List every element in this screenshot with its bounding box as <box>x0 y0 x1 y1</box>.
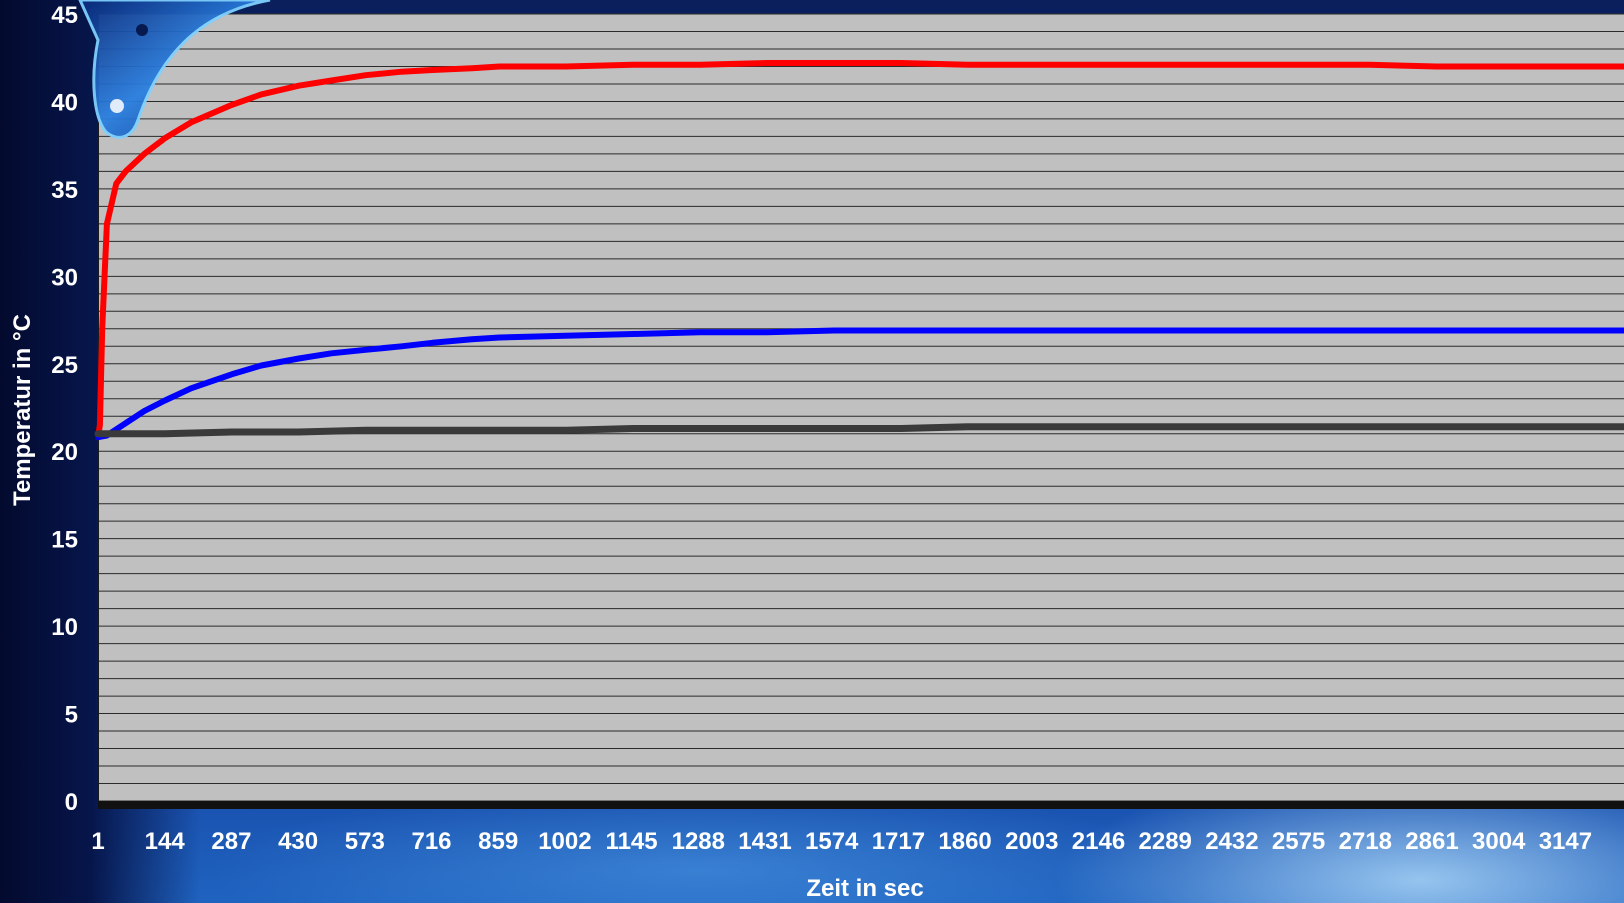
x-tick-label: 1002 <box>538 828 591 855</box>
x-tick-label: 1 <box>91 828 104 855</box>
x-tick-label: 2861 <box>1405 828 1458 855</box>
x-tick-label: 2575 <box>1272 828 1325 855</box>
gridlines <box>97 13 1624 802</box>
y-tick-label: 20 <box>51 439 78 466</box>
x-axis-title: Zeit in sec <box>806 875 923 902</box>
y-tick-label: 0 <box>65 789 78 816</box>
series-lines <box>94 60 1624 441</box>
y-axis-title: Temperatur in °C <box>9 314 36 506</box>
x-tick-label: 430 <box>278 828 318 855</box>
x-tick-label: 3004 <box>1472 828 1526 855</box>
y-tick-label: 5 <box>65 702 78 729</box>
x-tick-label: 2718 <box>1339 828 1392 855</box>
y-axis-tick-labels: 0 5 10 15 20 25 30 35 40 45 <box>51 2 78 816</box>
x-tick-label: 2003 <box>1005 828 1058 855</box>
y-tick-label: 45 <box>51 2 78 29</box>
plot-area <box>98 14 1624 801</box>
y-tick-label: 40 <box>51 89 78 116</box>
x-tick-label: 287 <box>211 828 251 855</box>
y-tick-label: 15 <box>51 527 78 554</box>
y-tick-label: 25 <box>51 352 78 379</box>
x-tick-label: 2432 <box>1205 828 1258 855</box>
decorative-screw-hole <box>110 99 124 113</box>
x-tick-label: 1574 <box>805 828 859 855</box>
x-tick-label: 1431 <box>738 828 791 855</box>
x-tick-label: 2146 <box>1072 828 1125 855</box>
x-tick-label: 144 <box>145 828 186 855</box>
x-tick-label: 1145 <box>606 828 658 855</box>
decorative-screw-hole <box>136 24 148 36</box>
x-tick-label: 859 <box>478 828 518 855</box>
series-line-2 <box>95 327 1624 441</box>
series-line-1 <box>95 60 1624 441</box>
x-tick-label: 1288 <box>672 828 725 855</box>
x-axis-tick-labels: 1 144 287 430 573 716 859 1002 1145 1288 1431 1574 1… <box>91 828 1592 855</box>
x-axis-line <box>98 801 1624 809</box>
x-tick-label: 1860 <box>938 828 991 855</box>
x-tick-label: 2289 <box>1139 828 1192 855</box>
x-tick-label: 716 <box>411 828 451 855</box>
x-tick-label: 3147 <box>1539 828 1592 855</box>
decorative-fan-blade <box>78 0 271 139</box>
series-line-3 <box>94 423 1624 438</box>
x-tick-label: 1717 <box>872 828 925 855</box>
y-tick-label: 10 <box>51 614 78 641</box>
y-tick-label: 35 <box>51 177 78 204</box>
y-tick-label: 30 <box>51 264 78 291</box>
x-tick-label: 573 <box>345 828 385 855</box>
